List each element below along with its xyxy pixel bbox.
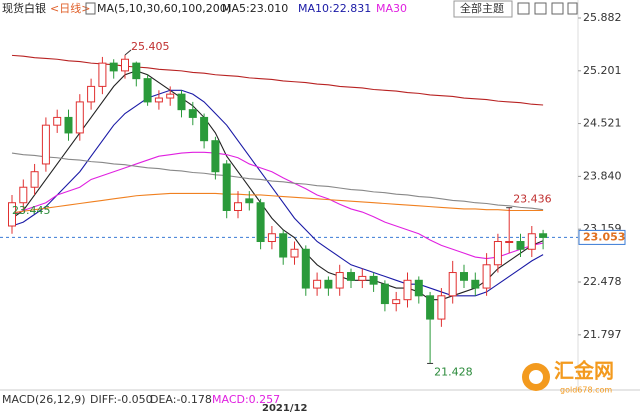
candle-body <box>279 233 288 258</box>
candle-body <box>200 116 209 142</box>
candle-body <box>426 295 435 320</box>
icon[interactable] <box>517 2 530 15</box>
candle-body <box>505 241 514 244</box>
candle-body <box>290 248 299 258</box>
candle-body <box>460 272 468 281</box>
candle-body <box>392 299 401 305</box>
candle-body <box>369 275 378 285</box>
candle-body <box>267 233 276 243</box>
candle-body <box>245 198 254 204</box>
watermark-logo <box>529 370 543 384</box>
candle-body <box>301 248 310 289</box>
candle-body <box>527 233 536 250</box>
y-tick-label: 25.882 <box>583 11 622 24</box>
icon[interactable] <box>567 2 578 15</box>
candle-body <box>143 78 152 103</box>
theme-button[interactable] <box>453 0 513 18</box>
candle-body <box>222 163 231 211</box>
candle-body <box>324 279 333 289</box>
macd-label: DEA:-0.178 <box>150 393 212 406</box>
legend-entry: MA(5,10,30,60,100,200) <box>97 2 231 15</box>
icon[interactable] <box>85 2 96 15</box>
candle-body <box>132 62 141 80</box>
y-tick-label: 24.521 <box>583 117 622 130</box>
watermark: 汇金网 <box>554 359 614 383</box>
ma-line <box>11 192 544 214</box>
candle-body <box>380 283 389 305</box>
candle-body <box>121 58 129 72</box>
candle-body <box>211 140 220 173</box>
ma-line <box>11 151 544 260</box>
candle-body <box>188 109 197 118</box>
candle-body <box>8 202 16 227</box>
candle-body <box>347 272 355 281</box>
candle-body <box>358 275 367 281</box>
x-tick-label: 2021/12 <box>262 403 307 414</box>
candle-body <box>87 85 96 103</box>
legend-entry: MA10:22.831 <box>298 2 371 15</box>
last-price-box <box>578 229 626 245</box>
candle-body <box>19 186 28 204</box>
y-tick-label: 22.478 <box>583 275 622 288</box>
candle-body <box>414 279 423 297</box>
macd-label: MACD:0.257 <box>212 393 280 406</box>
candle-body <box>98 62 107 87</box>
candle-body <box>437 295 446 320</box>
annotation: 21.428 <box>434 365 473 378</box>
candle-body <box>154 97 163 103</box>
icon[interactable] <box>534 2 547 15</box>
candle-body <box>75 101 84 134</box>
candle-body <box>471 279 480 289</box>
candle-body <box>448 272 457 297</box>
candle-body <box>41 124 50 165</box>
candle-body <box>30 171 39 188</box>
annotation-line <box>124 49 132 56</box>
theme-button-label[interactable]: 全部主题 <box>460 1 504 15</box>
candle-body <box>177 93 186 111</box>
candle-body <box>493 241 502 266</box>
candle-body <box>313 279 322 289</box>
candle-body <box>539 233 548 238</box>
legend-entry: MA5:23.010 <box>222 2 288 15</box>
y-tick-label: 23.840 <box>583 169 622 182</box>
annotation: 23.436 <box>513 193 552 206</box>
y-tick-label: 25.201 <box>583 64 622 77</box>
candle-body <box>64 116 73 134</box>
chart-title: 现货白银 <box>2 1 46 15</box>
candle-body <box>53 116 62 126</box>
candle-body <box>403 279 412 301</box>
candle-body <box>335 272 344 289</box>
last-price-label: 23.053 <box>583 230 625 243</box>
candle-body <box>516 241 525 250</box>
candle-body <box>109 62 118 72</box>
watermark-url: gold678.com <box>560 386 612 395</box>
candle-body <box>256 202 265 243</box>
icon[interactable] <box>551 2 564 15</box>
annotation: 23.445 <box>12 204 51 217</box>
legend-entry: MA30 <box>376 2 407 15</box>
chart-subtitle: <日线> <box>50 1 90 15</box>
ma-line <box>11 152 544 211</box>
macd-label: DIFF:-0.050 <box>90 393 153 406</box>
candle-body <box>482 264 491 289</box>
candle-body <box>234 202 242 211</box>
candle-body <box>166 93 175 99</box>
y-tick-label: 21.797 <box>583 328 622 341</box>
annotation: 25.405 <box>131 40 170 53</box>
macd-label: MACD(26,12,9) <box>2 393 86 406</box>
